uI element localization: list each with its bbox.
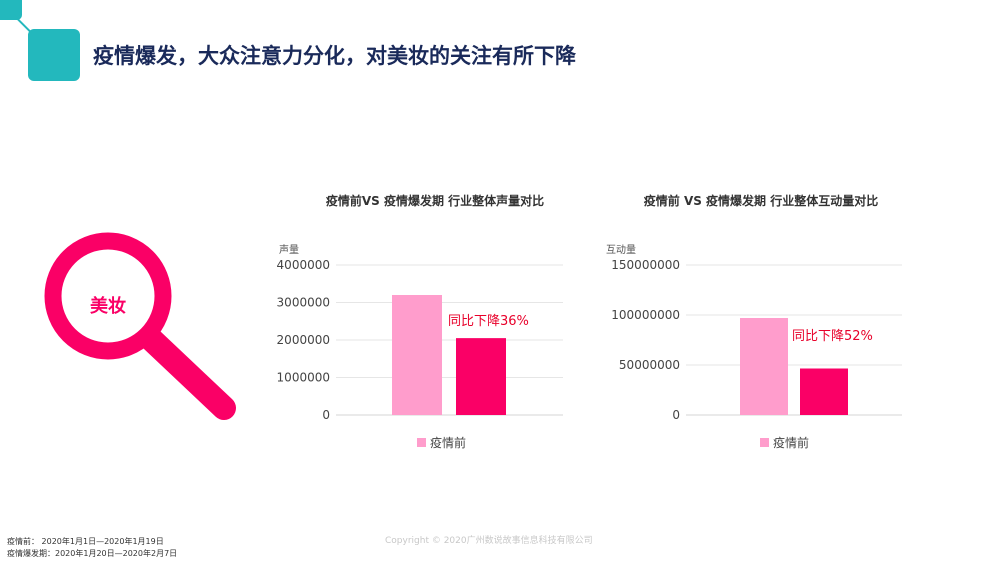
page-title: 疫情爆发，大众注意力分化，对美妆的关注有所下降 <box>93 44 576 68</box>
y-tick-label: 150000000 <box>611 258 680 272</box>
y-axis-label: 互动量 <box>606 244 636 256</box>
title-decoration-square <box>28 29 80 81</box>
change-annotation: 同比下降52% <box>792 329 873 344</box>
bar-outbreak <box>456 338 506 415</box>
magnifier-label: 美妆 <box>90 296 126 317</box>
corner-decoration <box>0 0 22 20</box>
chart-title: 疫情前 VS 疫情爆发期 行业整体互动量对比 <box>644 193 878 208</box>
y-tick-label: 4000000 <box>277 258 330 272</box>
legend-swatch <box>417 438 426 447</box>
y-tick-label: 2000000 <box>277 333 330 347</box>
bar-outbreak <box>800 368 848 415</box>
footnote-period-outbreak: 疫情爆发期：2020年1月20日—2020年2月7日 <box>7 549 178 558</box>
y-tick-label: 3000000 <box>277 296 330 310</box>
legend-label: 疫情前 <box>430 435 466 450</box>
copyright: Copyright © 2020广州数说故事信息科技有限公司 <box>385 536 593 546</box>
bar-before-outbreak <box>392 295 442 415</box>
footnote-period-before: 疫情前： 2020年1月1日—2020年1月19日 <box>7 537 164 546</box>
y-axis-label: 声量 <box>279 243 299 256</box>
y-tick-label: 1000000 <box>277 371 330 385</box>
y-tick-label: 100000000 <box>611 308 680 322</box>
volume-comparison-chart: 疫情前VS 疫情爆发期 行业整体声量对比 声量 4000000 3000000 20… <box>277 193 563 450</box>
bar-before-outbreak <box>740 318 788 415</box>
change-annotation: 同比下降36% <box>448 314 529 329</box>
y-tick-label: 50000000 <box>619 358 680 372</box>
y-tick-label: 0 <box>672 408 680 422</box>
chart-title: 疫情前VS 疫情爆发期 行业整体声量对比 <box>326 193 544 208</box>
legend-label: 疫情前 <box>773 435 809 450</box>
magnifier-icon <box>44 232 236 420</box>
interaction-comparison-chart: 疫情前 VS 疫情爆发期 行业整体互动量对比 互动量 150000000 1000… <box>606 193 902 450</box>
legend-swatch <box>760 438 769 447</box>
y-tick-label: 0 <box>322 408 330 422</box>
